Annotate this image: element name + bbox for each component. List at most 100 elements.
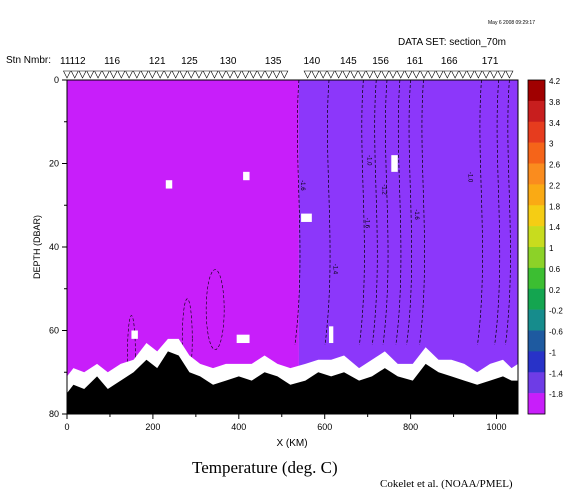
station-label: 125 bbox=[181, 56, 198, 67]
colorbar-swatch bbox=[528, 351, 545, 373]
seafloor-bathymetry bbox=[67, 351, 518, 414]
station-marker bbox=[117, 70, 126, 79]
station-marker bbox=[125, 70, 134, 79]
station-marker bbox=[412, 70, 421, 79]
station-marker bbox=[326, 70, 335, 79]
station-marker bbox=[101, 70, 110, 79]
missing-data-patch bbox=[391, 155, 398, 172]
station-marker bbox=[466, 70, 475, 79]
station-label: 171 bbox=[482, 56, 499, 67]
colorbar-swatch bbox=[528, 163, 545, 185]
y-tick-label: 20 bbox=[49, 159, 59, 169]
station-marker bbox=[350, 70, 359, 79]
contour-line-3 bbox=[371, 80, 378, 346]
colorbar-swatch bbox=[528, 80, 545, 102]
missing-data-patch bbox=[329, 326, 334, 344]
contour-label: -1.6 bbox=[299, 180, 305, 191]
station-label: 116 bbox=[104, 56, 120, 67]
contour-label: -1.0 bbox=[366, 155, 372, 166]
station-marker bbox=[194, 70, 203, 79]
x-tick-label: 400 bbox=[231, 422, 246, 432]
station-marker bbox=[458, 70, 467, 79]
colorbar-tick-label: 1.8 bbox=[549, 202, 561, 211]
colorbar-tick-label: -1.4 bbox=[549, 369, 563, 378]
station-marker bbox=[171, 70, 180, 79]
contour-label: -1.6 bbox=[364, 218, 370, 229]
station-marker bbox=[86, 70, 95, 79]
station-marker bbox=[303, 70, 312, 79]
x-tick-label: 800 bbox=[403, 422, 418, 432]
colorbar-tick-label: 3.4 bbox=[549, 119, 561, 128]
station-marker bbox=[505, 70, 514, 79]
station-marker bbox=[280, 70, 289, 79]
station-marker bbox=[334, 70, 343, 79]
missing-data-patch bbox=[301, 213, 312, 222]
contour-label: -1.4 bbox=[331, 264, 337, 275]
credit-label: Cokelet et al. (NOAA/PMEL) bbox=[380, 478, 513, 490]
colorbar-tick-label: 2.6 bbox=[549, 161, 561, 170]
station-marker bbox=[210, 70, 219, 79]
station-marker bbox=[381, 70, 390, 79]
y-tick-label: 40 bbox=[49, 242, 59, 252]
station-marker bbox=[94, 70, 103, 79]
station-marker bbox=[226, 70, 234, 79]
y-tick-label: 0 bbox=[54, 75, 59, 85]
colorbar-tick-label: 3.8 bbox=[549, 98, 561, 107]
colorbar-swatch bbox=[528, 226, 545, 248]
station-marker bbox=[420, 70, 429, 79]
station-markers: 11112 116 121 125 130 135 140 145 156 161 166 171 bbox=[60, 56, 514, 79]
station-label: 11112 bbox=[60, 56, 86, 67]
station-marker bbox=[156, 70, 165, 79]
colorbar-swatch bbox=[528, 205, 545, 227]
contour-line-1 bbox=[324, 80, 331, 346]
missing-data-patch bbox=[243, 171, 250, 181]
colorbar-swatch bbox=[528, 100, 545, 123]
x-axis-label: X (KM) bbox=[276, 438, 307, 449]
station-label: 121 bbox=[149, 56, 166, 67]
colorbar-swatch bbox=[528, 372, 545, 394]
station-marker bbox=[264, 70, 273, 79]
colorbar-tick-label: -0.6 bbox=[549, 328, 563, 337]
missing-data-patch bbox=[165, 180, 173, 189]
contour-line-7 bbox=[419, 80, 425, 346]
colorbar-tick-label: -1.8 bbox=[549, 390, 563, 399]
station-label: 135 bbox=[265, 56, 282, 67]
station-marker bbox=[202, 70, 211, 79]
contour-label: -1.6 bbox=[413, 209, 419, 220]
station-marker bbox=[451, 70, 460, 79]
contour-line-9 bbox=[494, 80, 501, 346]
colorbar-swatch bbox=[528, 121, 545, 143]
station-marker bbox=[319, 70, 328, 79]
contour-line-2 bbox=[359, 80, 365, 346]
station-marker bbox=[404, 70, 413, 79]
station-marker bbox=[342, 70, 351, 79]
colorbar-tick-label: 1 bbox=[549, 244, 554, 253]
dataset-label: DATA SET: section_70m bbox=[398, 37, 507, 48]
contour-line-10 bbox=[505, 80, 511, 346]
colorbar-tick-label: 2.2 bbox=[549, 181, 561, 190]
contour-line-0 bbox=[294, 80, 301, 346]
station-marker bbox=[489, 70, 498, 79]
station-marker bbox=[396, 70, 405, 79]
y-tick-label: 60 bbox=[49, 326, 59, 336]
missing-data-patch bbox=[131, 330, 138, 339]
plot-area: -1.6 -1.4 -1.6 -1.0 -1.2 -1.0 -1.6 bbox=[67, 80, 518, 414]
y-axis: 0 20 40 60 80 bbox=[49, 75, 67, 419]
station-marker bbox=[257, 70, 266, 79]
contour-line-8 bbox=[477, 80, 483, 346]
station-marker bbox=[497, 70, 506, 79]
timestamp: May 6 2008 09:29:17 bbox=[488, 20, 535, 26]
colorbar-frame bbox=[527, 79, 546, 415]
station-marker bbox=[78, 70, 87, 79]
station-marker bbox=[148, 70, 157, 79]
chart-title: Temperature (deg. C) bbox=[192, 458, 338, 477]
contour-label: -1.2 bbox=[381, 184, 387, 195]
colorbar-swatch bbox=[528, 393, 545, 415]
colorbar-swatch bbox=[528, 309, 545, 331]
station-marker bbox=[132, 70, 141, 79]
station-marker bbox=[482, 70, 491, 79]
contour-pocket-0 bbox=[205, 269, 225, 350]
x-axis: 0 200 400 600 800 1000 bbox=[64, 414, 507, 432]
station-marker bbox=[373, 70, 382, 79]
colorbar-tick-label: 0.6 bbox=[549, 265, 561, 274]
